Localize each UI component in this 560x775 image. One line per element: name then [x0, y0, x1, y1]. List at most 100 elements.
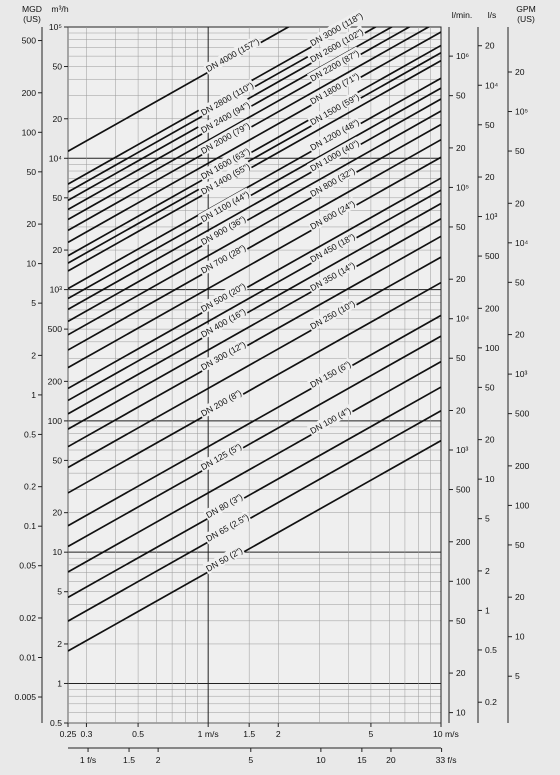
- lmin-tick-label: 10⁴: [456, 314, 470, 324]
- gpm-tick-label: 5: [515, 671, 520, 681]
- mgd-tick-label: 10: [26, 259, 36, 269]
- series-label-bg: [306, 197, 358, 233]
- series-label-bg: [197, 212, 249, 248]
- ls-tick-label: 2: [485, 566, 490, 576]
- mgd-axis-title: MGD (US): [22, 4, 42, 24]
- gpm-tick-label: 50: [515, 146, 525, 156]
- series-label-bg: [197, 241, 249, 277]
- lmin-tick-label: 20: [456, 143, 466, 153]
- series-label-bg: [197, 187, 252, 225]
- series-label-bg: [197, 337, 249, 373]
- mgd-tick-label: 0.1: [24, 521, 36, 531]
- ls-tick-label: 50: [485, 382, 495, 392]
- series-label-bg: [197, 304, 249, 340]
- fs-tick-label: 20: [386, 755, 396, 765]
- gpm-tick-label: 100: [515, 500, 530, 510]
- ls-tick-label: 0.5: [485, 645, 497, 655]
- lmin-tick-label: 20: [456, 274, 466, 284]
- mgd-tick-label: 20: [26, 219, 36, 229]
- lmin-tick-label: 50: [456, 91, 466, 101]
- series-line-dn1000: [68, 98, 441, 311]
- series-label-bg: [306, 115, 362, 154]
- gpm-tick-label: 20: [515, 592, 525, 602]
- ms-tick-label: 1 m/s: [198, 729, 219, 739]
- ms-tick-label: 2: [276, 729, 281, 739]
- lmin-tick-label: 10: [456, 708, 466, 718]
- mgd-tick-label: 50: [26, 167, 36, 177]
- series-line-dn450: [68, 189, 441, 402]
- series-line-dn2200: [68, 27, 412, 221]
- fs-tick-label: 15: [357, 755, 367, 765]
- series-label-bg: [197, 144, 253, 182]
- m3h-tick-label: 20: [52, 114, 62, 124]
- ls-tick-label: 20: [485, 435, 495, 445]
- grid: [67, 26, 442, 724]
- series-line-dn600: [68, 156, 441, 369]
- m3h-tick-label: 100: [48, 416, 63, 426]
- axes: 10⁵502010⁴502010³5002001005020105210.550…: [14, 4, 535, 765]
- gpm-tick-label: 20: [515, 67, 525, 77]
- ls-tick-label: 10³: [485, 212, 498, 222]
- gpm-tick-label: 20: [515, 198, 525, 208]
- m3h-tick-label: 5: [57, 587, 62, 597]
- ls-tick-label: 0.2: [485, 697, 497, 707]
- lmin-tick-label: 100: [456, 576, 471, 586]
- series-label-bg: [306, 25, 366, 65]
- series-label-bg: [306, 403, 354, 437]
- lmin-tick-label: 20: [456, 405, 466, 415]
- lmin-tick-label: 50: [456, 616, 466, 626]
- lmin-axis-title: l/min.: [452, 10, 473, 20]
- series-line-dn200: [68, 281, 441, 494]
- ls-tick-label: 200: [485, 303, 500, 313]
- series-label-bg: [197, 386, 245, 420]
- gpm-tick-label: 10³: [515, 369, 528, 379]
- series-line-dn65: [68, 410, 441, 622]
- series-line-dn125: [68, 335, 441, 548]
- gpm-tick-label: 50: [515, 540, 525, 550]
- plot-frame: [67, 26, 442, 724]
- series-label-bg: [197, 119, 253, 157]
- ls-axis-title-line: l/s: [488, 10, 497, 20]
- mgd-tick-label: 0.01: [19, 652, 36, 662]
- series-line-dn1100: [68, 87, 441, 300]
- series-line-dn80: [68, 386, 441, 599]
- gpm-tick-label: 10: [515, 632, 525, 642]
- series-line-dn2400: [68, 27, 394, 211]
- m3h-tick-label: 20: [52, 245, 62, 255]
- mgd-tick-label: 0.5: [24, 429, 36, 439]
- series-label-bg: [306, 357, 354, 391]
- m3h-tick-label: 10⁵: [49, 22, 63, 32]
- series-label-bg: [197, 279, 249, 315]
- lmin-tick-label: 200: [456, 537, 471, 547]
- fs-tick-label: 5: [248, 755, 253, 765]
- ls-tick-label: 5: [485, 514, 490, 524]
- series-label-bg: [306, 164, 358, 200]
- gpm-tick-label: 10⁵: [515, 107, 529, 117]
- ms-tick-label: 0.25: [60, 729, 77, 739]
- lmin-tick-label: 10³: [456, 445, 469, 455]
- lmin-tick-label: 500: [456, 485, 471, 495]
- lmin-axis-title-line: l/min.: [452, 10, 473, 20]
- series-line-dn1400: [68, 59, 441, 272]
- m3h-tick-label: 10: [52, 547, 62, 557]
- fs-tick-label: 10: [316, 755, 326, 765]
- m3h-tick-label: 2: [57, 639, 62, 649]
- mgd-tick-label: 1: [31, 390, 36, 400]
- series-line-dn50: [68, 439, 441, 652]
- lmin-tick-label: 10⁵: [456, 182, 470, 192]
- ls-tick-label: 10⁴: [485, 80, 499, 90]
- gpm-tick-label: 200: [515, 461, 530, 471]
- m3h-tick-label: 1: [57, 678, 62, 688]
- ms-tick-label: 10 m/s: [433, 729, 459, 739]
- series-line-dn1800: [68, 31, 441, 244]
- m3h-axis-title-line: m³/h: [51, 4, 68, 14]
- series-label-bg: [306, 136, 362, 174]
- series-line-dn100: [68, 360, 441, 573]
- series-line-dn2000: [68, 27, 431, 232]
- ms-tick-label: 0.5: [132, 729, 144, 739]
- series-line-dn2600: [68, 27, 378, 202]
- m3h-tick-label: 50: [52, 62, 62, 72]
- lmin-tick-label: 20: [456, 668, 466, 678]
- fs-tick-label: 1 f/s: [80, 755, 96, 765]
